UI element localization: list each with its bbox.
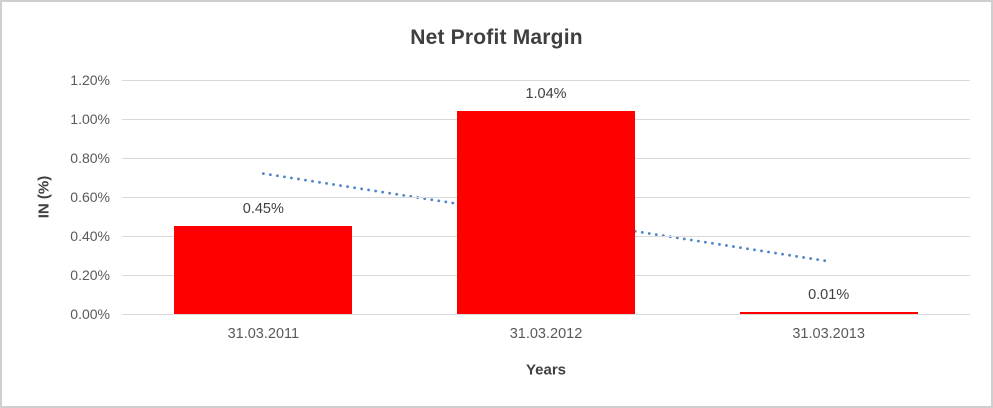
bar-31.03.2011 — [174, 226, 353, 314]
x-tick-label: 31.03.2013 — [792, 326, 865, 342]
y-tick-label: 0.00% — [70, 306, 110, 322]
y-tick-label: 0.40% — [70, 228, 110, 244]
y-tick-label: 0.80% — [70, 150, 110, 166]
x-tick-label: 31.03.2011 — [227, 326, 300, 342]
x-axis-title: Years — [525, 361, 567, 379]
value-label: 1.04% — [525, 86, 567, 103]
y-tick-label: 1.00% — [70, 111, 110, 127]
x-tick-label: 31.03.2012 — [509, 326, 583, 342]
y-tick-label: 1.20% — [70, 72, 110, 88]
y-axis-title: IN (%) — [35, 175, 53, 219]
plot-area: 0.00% 0.20% 0.40% 0.60% 0.80% 1.00% 1.20% 0.45%… — [70, 72, 970, 342]
y-tick-label: 0.60% — [70, 189, 110, 205]
chart-title: Net Profit Margin — [410, 26, 583, 49]
gridline — [122, 313, 970, 315]
gridline — [122, 79, 970, 81]
value-label: 0.01% — [808, 287, 850, 303]
bar-31.03.2013 — [739, 312, 918, 314]
bar-31.03.2012 — [457, 111, 635, 314]
y-tick-label: 0.20% — [70, 267, 110, 283]
value-label: 0.45% — [242, 201, 284, 218]
